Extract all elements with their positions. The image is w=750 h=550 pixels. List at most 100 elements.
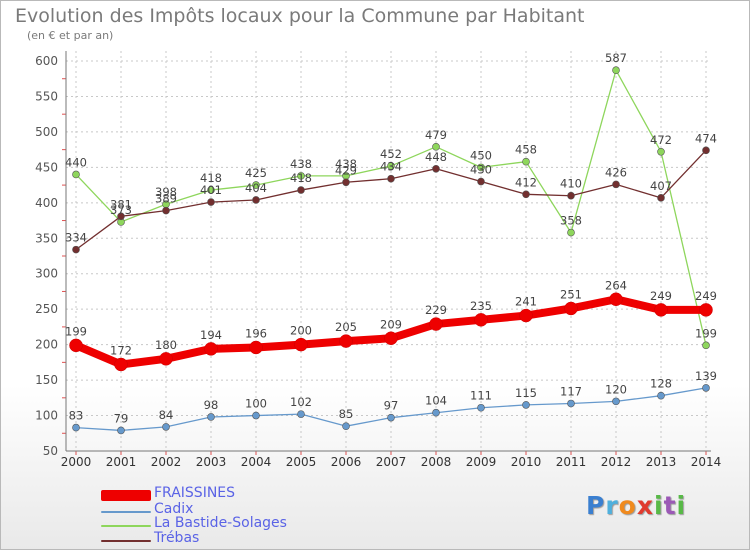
data-label: 410 [560, 177, 582, 191]
data-point[interactable] [474, 313, 488, 327]
data-point[interactable] [207, 186, 215, 194]
data-point[interactable] [612, 397, 620, 406]
x-tick-label: 2000 [61, 455, 92, 469]
data-label: 434 [380, 160, 402, 174]
data-point[interactable] [432, 143, 440, 151]
data-point[interactable] [429, 317, 443, 331]
data-point[interactable] [117, 426, 125, 435]
data-label: 458 [515, 143, 537, 157]
data-point[interactable] [69, 338, 83, 353]
data-label: 407 [650, 179, 672, 193]
data-label: 79 [114, 411, 129, 425]
legend-swatch [101, 525, 151, 527]
data-point[interactable] [72, 423, 80, 432]
data-point[interactable] [432, 408, 440, 417]
data-label: 450 [470, 148, 492, 162]
data-point[interactable] [702, 341, 710, 350]
data-point[interactable] [477, 403, 485, 412]
x-tick-label: 2009 [466, 455, 497, 469]
legend-item-la-bastide-solages[interactable]: La Bastide-Solages [101, 515, 401, 533]
data-point[interactable] [297, 186, 305, 194]
data-label: 389 [155, 192, 177, 206]
data-point[interactable] [159, 352, 173, 366]
data-label: 104 [425, 394, 447, 408]
data-point[interactable] [612, 66, 620, 75]
data-point[interactable] [72, 170, 80, 179]
data-point[interactable] [207, 198, 215, 206]
data-point[interactable] [342, 178, 350, 187]
data-point[interactable] [387, 413, 395, 422]
data-point[interactable] [699, 303, 713, 317]
data-point[interactable] [657, 194, 665, 202]
data-point[interactable] [522, 157, 530, 166]
data-point[interactable] [384, 331, 398, 346]
data-label: 199 [695, 326, 717, 340]
data-point[interactable] [297, 410, 305, 418]
data-label: 440 [65, 155, 87, 169]
logo-letter: r [605, 491, 619, 520]
legend-item-cadix[interactable]: Cadix [101, 501, 401, 519]
logo-letter: i [654, 491, 664, 520]
data-label: 479 [425, 128, 447, 142]
legend-swatch [101, 511, 151, 513]
data-point[interactable] [609, 292, 623, 307]
data-label: 418 [200, 171, 222, 185]
data-label: 474 [695, 131, 717, 145]
data-label: 172 [110, 343, 132, 357]
data-point[interactable] [339, 334, 353, 348]
proxiti-logo: Proxiti [586, 491, 686, 520]
x-tick-label: 2004 [241, 455, 272, 469]
data-point[interactable] [564, 301, 578, 316]
data-label: 205 [335, 320, 357, 334]
data-point[interactable] [342, 422, 350, 430]
chart-subtitle: (en € et par an) [27, 29, 114, 42]
data-point[interactable] [387, 162, 395, 170]
data-point[interactable] [72, 245, 80, 254]
data-point[interactable] [252, 411, 260, 420]
x-tick-label: 2010 [511, 455, 542, 469]
data-point[interactable] [522, 190, 530, 199]
data-label: 83 [69, 409, 84, 423]
data-point[interactable] [297, 172, 305, 180]
data-point[interactable] [477, 177, 485, 186]
data-point[interactable] [519, 308, 533, 323]
data-point[interactable] [252, 196, 260, 204]
y-tick-label: 150 [35, 373, 58, 387]
legend-item-fraissines[interactable]: FRAISSINES [101, 485, 401, 503]
data-point[interactable] [252, 181, 260, 189]
legend-swatch [101, 540, 151, 542]
y-tick-label: 500 [35, 125, 58, 139]
data-point[interactable] [294, 337, 308, 352]
data-label: 199 [65, 324, 87, 338]
data-point[interactable] [567, 399, 575, 408]
data-point[interactable] [612, 180, 620, 189]
data-point[interactable] [702, 384, 710, 392]
data-point[interactable] [702, 146, 710, 155]
data-label: 115 [515, 386, 537, 400]
data-point[interactable] [249, 340, 263, 355]
data-point[interactable] [207, 413, 215, 421]
data-point[interactable] [657, 147, 665, 156]
data-point[interactable] [522, 401, 530, 409]
data-point[interactable] [387, 174, 395, 183]
y-tick-label: 450 [35, 160, 58, 174]
data-label: 249 [650, 289, 672, 303]
y-tick-label: 50 [43, 444, 58, 458]
data-point[interactable] [567, 228, 575, 237]
data-point[interactable] [117, 212, 125, 221]
data-point[interactable] [567, 191, 575, 200]
x-tick-label: 2008 [421, 455, 452, 469]
data-label: 264 [605, 278, 627, 292]
legend-item-trebas[interactable]: Trébas [101, 530, 401, 548]
data-label: 438 [290, 157, 312, 171]
data-point[interactable] [477, 163, 485, 172]
data-point[interactable] [114, 357, 128, 372]
data-point[interactable] [204, 342, 218, 356]
data-point[interactable] [162, 423, 170, 431]
data-point[interactable] [657, 391, 665, 400]
data-point[interactable] [654, 303, 668, 317]
data-point[interactable] [162, 206, 170, 215]
data-point[interactable] [432, 164, 440, 173]
y-tick-label: 350 [35, 231, 58, 245]
